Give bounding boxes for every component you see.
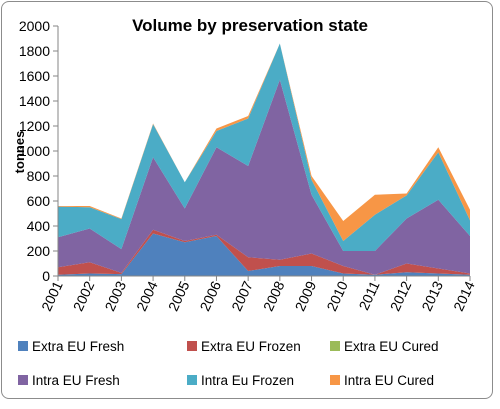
legend-label-intra-eu-cured: Intra EU Cured	[344, 373, 434, 388]
legend-swatch-intra-eu-frozen	[187, 375, 197, 385]
x-tick-label: 2009	[292, 278, 320, 313]
x-tick-label: 2006	[197, 278, 225, 313]
legend-label-extra-eu-cured: Extra EU Cured	[344, 339, 439, 354]
y-tick-label: 0	[42, 268, 50, 284]
legend-swatch-extra-eu-frozen	[187, 341, 197, 351]
area-intra-eu-fresh	[58, 79, 470, 275]
x-tick-label: 2003	[101, 278, 129, 313]
y-tick-label: 200	[27, 243, 51, 259]
area-extra-eu-fresh	[58, 233, 470, 276]
legend-label-intra-eu-fresh: Intra EU Fresh	[32, 373, 120, 388]
area-extra-eu-frozen	[58, 229, 470, 275]
y-tick-label: 800	[27, 168, 51, 184]
x-tick-label: 2012	[387, 278, 415, 313]
legend-swatch-intra-eu-fresh	[18, 375, 28, 385]
x-tick-label: 2011	[355, 278, 382, 312]
legend-label-intra-eu-frozen: Intra Eu Frozen	[201, 373, 294, 388]
x-tick-label: 2002	[70, 278, 98, 313]
legend: Extra EU Fresh Extra EU Frozen Extra EU Cu…	[18, 339, 439, 388]
x-tick-label: 2004	[133, 278, 161, 313]
legend-swatch-extra-eu-fresh	[18, 341, 28, 351]
plot-areas	[58, 43, 470, 276]
y-tick-label: 2000	[19, 18, 50, 34]
y-tick-label: 1800	[19, 43, 50, 59]
y-tick-label: 1200	[19, 118, 50, 134]
x-tick-label: 2005	[165, 278, 193, 313]
legend-label-extra-eu-frozen: Extra EU Frozen	[201, 339, 301, 354]
x-tick-label: 2010	[323, 278, 351, 313]
y-tick-label: 1400	[19, 93, 50, 109]
y-axis-label: tonnes	[12, 131, 27, 174]
legend-swatch-extra-eu-cured	[330, 341, 340, 351]
y-tick-label: 400	[27, 218, 51, 234]
x-tick-label: 2007	[228, 278, 256, 313]
x-axis-ticks: 2001 2002 2003 2004 2005 2006 2007 2008 2009 2010…	[38, 276, 478, 314]
x-tick-label: 2013	[418, 278, 446, 313]
y-tick-label: 1000	[19, 143, 50, 159]
y-tick-label: 1600	[19, 68, 50, 84]
x-tick-label: 2008	[260, 278, 288, 313]
area-intra-eu-frozen	[58, 43, 470, 251]
y-tick-label: 600	[27, 193, 51, 209]
legend-label-extra-eu-fresh: Extra EU Fresh	[32, 339, 124, 354]
chart-title: Volume by preservation state	[132, 16, 368, 35]
legend-swatch-intra-eu-cured	[330, 375, 340, 385]
x-tick-label: 2014	[450, 278, 478, 313]
y-axis-ticks: 0 200 400 600 800 1000 1200 1400 1600 1800 2000	[19, 18, 58, 284]
